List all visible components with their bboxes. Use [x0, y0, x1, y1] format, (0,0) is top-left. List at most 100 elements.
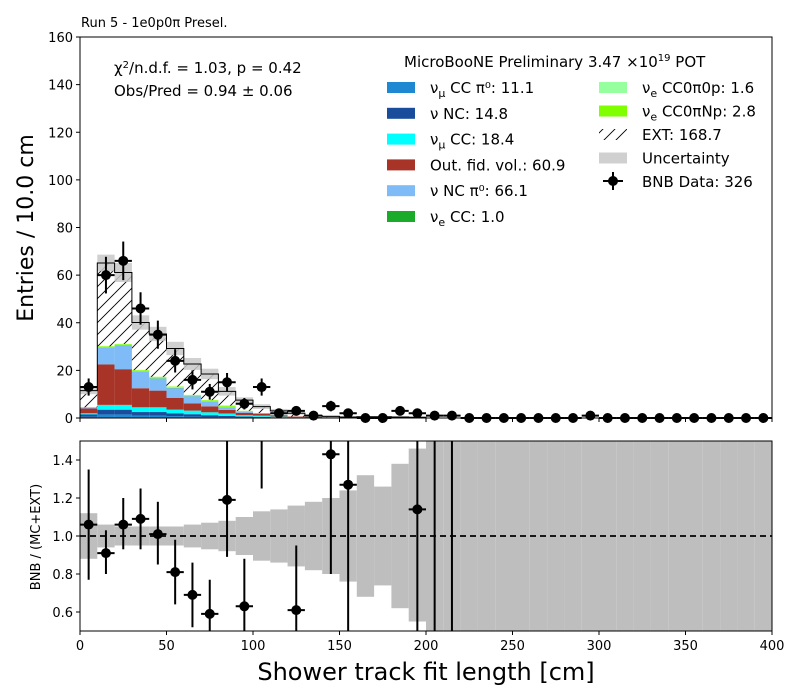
ratio-point-9: [239, 601, 250, 612]
legend-item-4: ν NC π⁰: 66.1: [387, 182, 528, 200]
ratio-band-30: [599, 441, 617, 631]
stack-bar-4-6: [183, 396, 202, 404]
stack-bar-2-5: [166, 409, 184, 414]
stack-bar-4-9: [235, 411, 253, 413]
stack-bar-1-4: [149, 412, 167, 416]
top-y-tick-label-2: 40: [56, 317, 73, 332]
stack-bar-8-2: [114, 272, 132, 344]
stack-bar-2-10: [253, 415, 271, 417]
data-point-3: [135, 303, 146, 314]
axes-ticks: 0 50 100 150 200 250 300 350 400 0 20 40 60 80 100 120 1…: [48, 31, 784, 654]
legend-label: νe CC0πNp: 2.8: [642, 103, 756, 124]
stack-bar-2-1: [97, 404, 115, 410]
stack-bar-2-8: [218, 413, 236, 416]
data-point-7: [204, 386, 215, 397]
top-y-tick-label-8: 160: [48, 31, 73, 46]
data-point-19: [412, 408, 423, 419]
x-tick-label-3: 150: [327, 639, 352, 654]
data-point-11: [273, 408, 284, 419]
ratio-band-34: [668, 441, 686, 631]
stack-bar-1-6: [183, 414, 202, 417]
stack-bar-7-7: [201, 400, 219, 401]
x-tick-label-6: 300: [587, 639, 612, 654]
top-y-tick-label-5: 100: [48, 174, 73, 189]
stack-bar-4-10: [253, 412, 271, 414]
top-panel-marks: [80, 254, 772, 418]
legend-swatch-4: [387, 185, 415, 197]
stack-bar-0-0: [80, 416, 98, 418]
legend-label: BNB Data: 326: [642, 173, 753, 191]
legend-swatch-ext: [599, 129, 627, 140]
ratio-point-14: [412, 504, 423, 515]
legend-swatch-9: [599, 152, 627, 164]
legend-swatch-0: [387, 82, 415, 93]
legend-item-5: νe CC: 1.0: [387, 208, 505, 229]
bottom-y-tick-label-1: 0.8: [52, 568, 73, 583]
bottom-y-tick-label-2: 1.0: [52, 530, 73, 545]
ratio-point-2: [118, 519, 129, 530]
ratio-point-12: [325, 449, 336, 460]
legend-swatch-1: [387, 107, 415, 119]
legend-swatch-3: [387, 159, 415, 171]
x-tick-label-1: 50: [158, 639, 175, 654]
stack-bar-3-3: [131, 388, 150, 408]
data-point-15: [343, 408, 354, 419]
stack-bar-8-1: [97, 262, 115, 347]
legend-item-10: BNB Data: 326: [603, 172, 753, 191]
ratio-point-3: [135, 513, 146, 524]
ratio-points-group: [80, 441, 453, 631]
data-point-18: [395, 405, 406, 416]
legend-label: Uncertainty: [642, 150, 730, 168]
data-point-4: [152, 329, 163, 340]
x-tick-label-7: 350: [673, 639, 698, 654]
x-tick-label-5: 250: [500, 639, 525, 654]
ratio-point-0: [83, 519, 94, 530]
stack-bar-3-1: [97, 364, 115, 405]
stack-bar-7-2: [114, 343, 132, 345]
data-point-12: [291, 405, 302, 416]
legend-label: νμ CC π⁰: 11.1: [430, 79, 534, 100]
stack-bar-3-8: [218, 409, 236, 414]
stack-bar-6-4: [149, 377, 167, 379]
stack-bar-3-9: [235, 412, 253, 416]
bottom-y-tick-label-0: 0.6: [52, 606, 73, 621]
stack-bar-2-9: [235, 415, 253, 417]
data-point-1: [100, 270, 111, 281]
stack-bar-1-9: [235, 416, 253, 418]
stack-bar-1-8: [218, 415, 236, 418]
data-point-29: [585, 410, 596, 421]
legend-label: EXT: 168.7: [642, 126, 722, 144]
data-point-6: [187, 374, 198, 385]
stack-bar-1-7: [201, 415, 219, 418]
stack-bar-0-1: [97, 414, 115, 418]
legend-item-8: EXT: 168.7: [599, 126, 722, 144]
stack-bar-3-0: [80, 408, 98, 414]
legend-label: ν NC π⁰: 66.1: [430, 182, 528, 200]
stack-bar-0-5: [166, 416, 184, 418]
legend-swatch-data-marker: [608, 176, 618, 186]
top-y-tick-label-0: 0: [65, 412, 73, 427]
top-y-tick-label-4: 80: [56, 222, 73, 237]
stack-bar-8-4: [149, 333, 167, 377]
stack-bar-2-6: [183, 410, 202, 415]
run-label: Run 5 - 1e0p0π Presel.: [81, 16, 228, 31]
data-point-10: [256, 382, 267, 393]
ratio-band-11: [270, 509, 288, 563]
y-axis-label-bottom: BNB / (MC+EXT): [29, 484, 44, 590]
legend-label: νe CC0π0p: 1.6: [642, 79, 754, 100]
stack-bar-1-3: [131, 412, 150, 416]
stack-bar-2-3: [131, 407, 150, 413]
legend-item-7: νe CC0πNp: 2.8: [599, 103, 756, 124]
legend-label: νe CC: 1.0: [430, 208, 505, 229]
ratio-point-11: [291, 605, 302, 616]
legend-label: ν NC: 14.8: [430, 105, 508, 123]
x-tick-label-0: 0: [76, 639, 84, 654]
data-point-0: [83, 382, 94, 393]
ratio-band-group: [80, 441, 772, 631]
top-y-tick-label-1: 20: [56, 364, 73, 379]
x-tick-label-4: 200: [414, 639, 439, 654]
top-y-tick-label-3: 60: [56, 269, 73, 284]
legend-swatch-7: [599, 105, 627, 117]
ratio-band-7: [201, 522, 219, 550]
ratio-point-6: [187, 589, 198, 600]
